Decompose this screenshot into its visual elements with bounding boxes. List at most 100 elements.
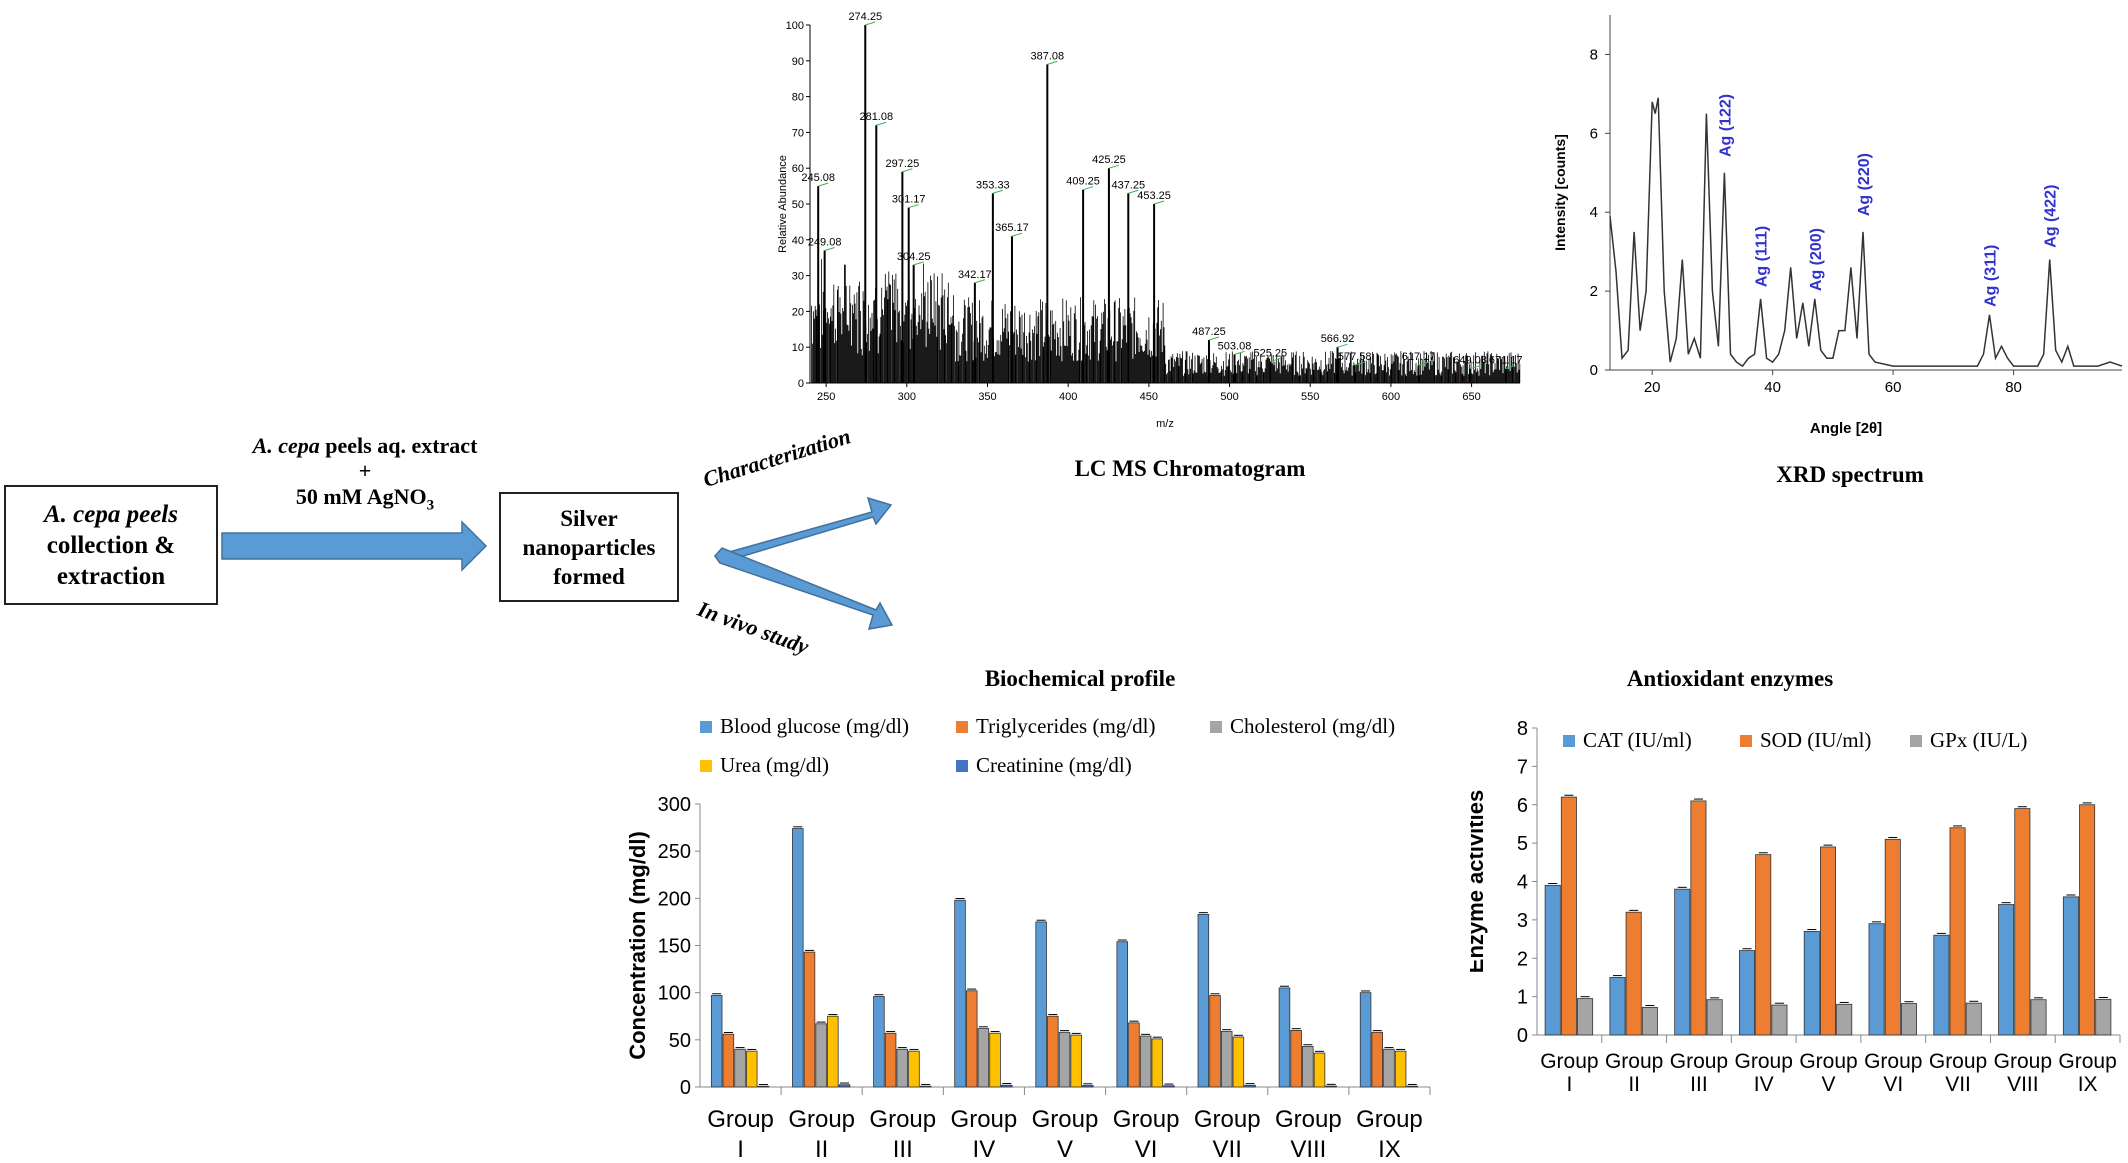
xrd-y-tick-label: 0 bbox=[1590, 362, 1598, 379]
lcms-peak-label: 353.33 bbox=[976, 179, 1010, 191]
lcms-peak-label: 304.25 bbox=[897, 251, 931, 263]
biochem-bar bbox=[1058, 1031, 1071, 1088]
lcms-noise bbox=[811, 259, 1521, 383]
lcms-peak-leader bbox=[1354, 361, 1365, 366]
lcms-peak-label: 245.08 bbox=[801, 172, 835, 184]
biochem-category-label: V bbox=[1057, 1136, 1073, 1163]
antiox-bar bbox=[2079, 804, 2096, 1036]
antiox-bar bbox=[2062, 896, 2079, 1036]
lcms-peak-label: 274.25 bbox=[848, 11, 882, 23]
biochem-bar bbox=[1163, 1085, 1175, 1088]
biochem-bar bbox=[1394, 1050, 1407, 1088]
antiox-legend-swatch bbox=[1740, 734, 1752, 747]
lcms-y-tick-label: 100 bbox=[786, 20, 804, 32]
lcms-peak-leader bbox=[1011, 232, 1023, 237]
biochem-bar bbox=[1313, 1052, 1326, 1088]
biochem-legend-label: Triglycerides (mg/dl) bbox=[976, 714, 1156, 738]
lcms-x-tick-label: 350 bbox=[978, 391, 996, 403]
silver-box-line1: Silver bbox=[560, 505, 618, 531]
biochem-bar bbox=[1139, 1035, 1152, 1088]
reagent-rest: peels aq. extract bbox=[319, 433, 478, 458]
biochem-bar bbox=[1290, 1029, 1302, 1088]
biochem-legend-item: Triglycerides (mg/dl) bbox=[956, 714, 1155, 739]
antiox-category-label: III bbox=[1690, 1073, 1708, 1095]
lcms-chart: 0 10 20 30 40 50 60 70 80 90 100 250 300 350 400 450 500… bbox=[777, 11, 1523, 430]
biochem-category-label: Group bbox=[951, 1106, 1018, 1133]
reagent-line3: 50 mM AgNO bbox=[295, 484, 427, 509]
antiox-bar bbox=[1771, 1004, 1788, 1036]
branch-arrows bbox=[686, 498, 890, 628]
antiox-y-tick-label: 7 bbox=[1517, 756, 1528, 778]
lcms-peak-leader bbox=[908, 204, 919, 209]
antiox-category-label: Group bbox=[1670, 1050, 1728, 1073]
antiox-legend-swatch bbox=[1563, 734, 1575, 747]
biochem-bar bbox=[1371, 1031, 1384, 1088]
lcms-peak-label: 566.92 bbox=[1321, 333, 1355, 345]
main-arrow bbox=[221, 520, 488, 572]
lcms-peak-leader bbox=[1418, 361, 1429, 366]
antiox-bar bbox=[1965, 1002, 1982, 1036]
biochem-bar bbox=[792, 828, 804, 1088]
xrd-y-tick-label: 8 bbox=[1590, 46, 1598, 63]
lcms-peak-label: 425.25 bbox=[1092, 154, 1126, 166]
biochem-bar bbox=[1128, 1022, 1140, 1088]
antiox-bar bbox=[1933, 934, 1950, 1036]
biochem-category-label: Group bbox=[1356, 1106, 1423, 1133]
biochem-bar bbox=[1209, 995, 1221, 1088]
biochem-legend-item: Creatinine (mg/dl) bbox=[956, 753, 1132, 778]
lcms-y-tick-label: 20 bbox=[792, 306, 804, 318]
biochem-bar bbox=[745, 1050, 758, 1088]
antiox-bar bbox=[1674, 888, 1691, 1036]
antiox-category-label: V bbox=[1821, 1073, 1835, 1095]
biochem-legend-swatch bbox=[956, 720, 968, 733]
lcms-x-tick-label: 300 bbox=[898, 391, 916, 403]
biochem-category-label: Group bbox=[1113, 1106, 1180, 1133]
lcms-peak-leader bbox=[1234, 350, 1245, 355]
lcms-peak-label: 365.17 bbox=[995, 222, 1029, 234]
antiox-category-label: II bbox=[1628, 1073, 1640, 1095]
biochem-y-tick-label: 200 bbox=[658, 888, 691, 910]
lcms-y-label: Relative Abundance bbox=[777, 155, 789, 253]
lcms-peak-leader bbox=[1337, 343, 1348, 348]
antiox-bar bbox=[1690, 800, 1707, 1036]
lcms-peak-label: 487.25 bbox=[1192, 326, 1226, 338]
collection-box: A. cepa peels collection & extraction bbox=[4, 485, 218, 605]
reagent-plus: + bbox=[358, 458, 372, 483]
xrd-y-tick-label: 6 bbox=[1590, 125, 1598, 142]
antiox-bar bbox=[1577, 998, 1594, 1036]
antiox-legend-item: GPx (IU/L) bbox=[1910, 728, 2027, 753]
biochem-legend-label: Blood glucose (mg/dl) bbox=[720, 714, 909, 738]
biochem-bar bbox=[734, 1048, 746, 1088]
antiox-y-tick-label: 2 bbox=[1517, 948, 1528, 970]
lcms-peak-label: 297.25 bbox=[886, 158, 920, 170]
biochem-category-label: III bbox=[893, 1136, 913, 1163]
biochem-bar bbox=[1116, 941, 1128, 1088]
xrd-x-tick-label: 20 bbox=[1644, 379, 1661, 396]
antiox-category-label: Group bbox=[2058, 1050, 2116, 1073]
lcms-peak-leader bbox=[992, 189, 1004, 194]
antiox-category-label: VI bbox=[1883, 1073, 1903, 1095]
lcms-x-tick-label: 650 bbox=[1462, 391, 1480, 403]
biochem-category-label: Group bbox=[788, 1106, 855, 1133]
lcms-x-tick-label: 600 bbox=[1382, 391, 1400, 403]
lcms-x-tick-label: 500 bbox=[1220, 391, 1238, 403]
biochem-y-tick-label: 100 bbox=[658, 983, 691, 1005]
antiox-y-label: Enzyme activities bbox=[1470, 790, 1488, 973]
biochem-category-label: IX bbox=[1378, 1136, 1401, 1163]
antiox-bar bbox=[1803, 930, 1820, 1036]
lcms-peak-label: 577.58 bbox=[1338, 351, 1372, 363]
lcms-peak-leader bbox=[818, 182, 829, 187]
lcms-peak-label: 671.17 bbox=[1489, 355, 1523, 367]
biochem-category-label: Group bbox=[869, 1106, 936, 1133]
lcms-peak-label: 525.25 bbox=[1253, 348, 1287, 360]
xrd-profile-line bbox=[1609, 97, 2123, 368]
biochem-bar bbox=[1406, 1085, 1419, 1088]
xrd-x-tick-label: 40 bbox=[1764, 379, 1781, 396]
antiox-bar bbox=[2014, 808, 2031, 1036]
antiox-bar bbox=[1900, 1003, 1917, 1036]
lcms-peak-leader bbox=[1505, 365, 1516, 370]
antiox-category-label: IX bbox=[2078, 1073, 2098, 1095]
biochem-bar bbox=[1047, 1015, 1059, 1088]
biochem-y-tick-label: 300 bbox=[658, 794, 691, 816]
branch-arrow-down bbox=[714, 547, 894, 630]
